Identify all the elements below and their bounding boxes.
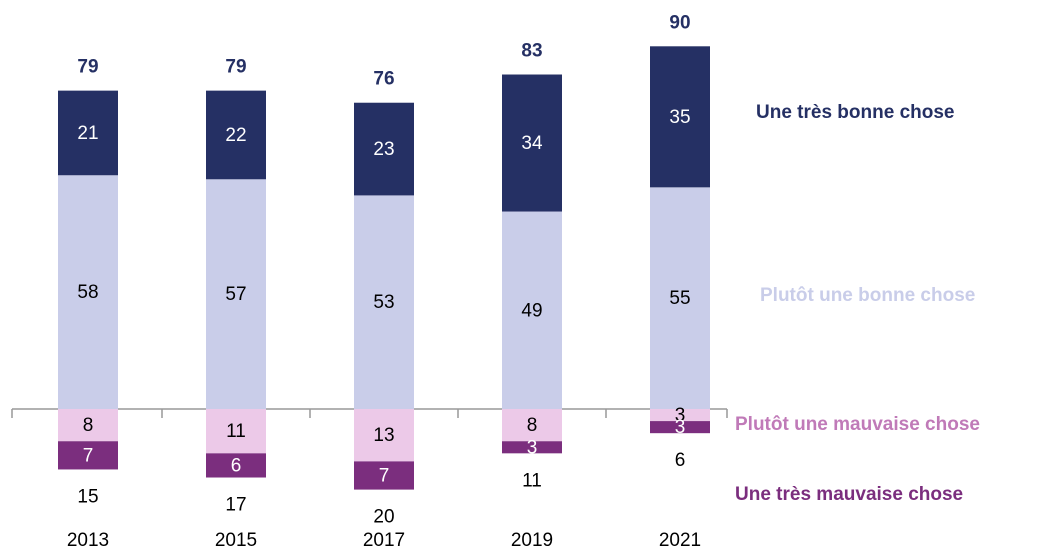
bar-segment	[58, 90, 118, 176]
bar-segment	[650, 187, 710, 409]
bar-segment	[354, 461, 414, 490]
bar-segment	[354, 409, 414, 462]
segment-label: 55	[669, 288, 690, 309]
segment-label: 3	[527, 437, 538, 458]
legend-label: Plutôt une bonne chose	[760, 285, 975, 306]
segment-label: 6	[231, 455, 242, 476]
bar-segment	[58, 409, 118, 442]
bar-segment	[502, 441, 562, 454]
bar-segment	[650, 409, 710, 422]
bar-segment	[502, 74, 562, 212]
x-tick-label: 2021	[659, 530, 701, 551]
segment-label: 8	[527, 415, 538, 436]
segment-label: 57	[225, 284, 246, 305]
negative-total-label: 6	[675, 450, 686, 471]
bar-segment	[650, 46, 710, 188]
segment-label: 34	[521, 133, 543, 154]
segment-label: 53	[373, 292, 394, 313]
bar-segment	[354, 102, 414, 196]
x-tick-label: 2015	[215, 530, 257, 551]
bar-segment	[502, 211, 562, 409]
segment-label: 35	[669, 107, 690, 128]
segment-label: 8	[83, 415, 94, 436]
segment-label: 22	[225, 125, 246, 146]
segment-label: 11	[226, 421, 246, 442]
x-tick-label: 2013	[67, 530, 109, 551]
bar-segment	[502, 409, 562, 442]
segment-label: 7	[83, 445, 94, 466]
total-label: 90	[669, 12, 690, 33]
segment-label: 7	[379, 466, 390, 487]
total-label: 76	[373, 69, 394, 90]
segment-label: 58	[77, 282, 98, 303]
bar-segment	[206, 90, 266, 180]
bar-segment	[58, 175, 118, 409]
segment-label: 3	[675, 417, 686, 438]
legend-label: Une très bonne chose	[756, 102, 955, 123]
negative-total-label: 17	[225, 495, 246, 516]
legend-label: Plutôt une mauvaise chose	[735, 414, 980, 435]
bar-segment	[354, 195, 414, 409]
negative-total-label: 15	[77, 486, 98, 507]
total-label: 83	[521, 41, 542, 62]
x-tick-label: 2017	[363, 530, 405, 551]
segment-label: 23	[373, 139, 394, 160]
total-label: 79	[77, 57, 98, 78]
bar-segment	[206, 179, 266, 409]
bar-segment	[650, 421, 710, 434]
x-tick-label: 2019	[511, 530, 553, 551]
segment-label: 13	[373, 425, 394, 446]
bar-segment	[206, 409, 266, 454]
segment-label: 3	[675, 405, 686, 426]
legend-label: Une très mauvaise chose	[735, 484, 963, 505]
bar-segment	[58, 441, 118, 470]
negative-total-label: 11	[522, 470, 542, 491]
segment-label: 21	[77, 123, 98, 144]
total-label: 79	[225, 57, 246, 78]
bar-segment	[206, 453, 266, 478]
segment-label: 49	[521, 300, 542, 321]
negative-total-label: 20	[373, 507, 394, 528]
